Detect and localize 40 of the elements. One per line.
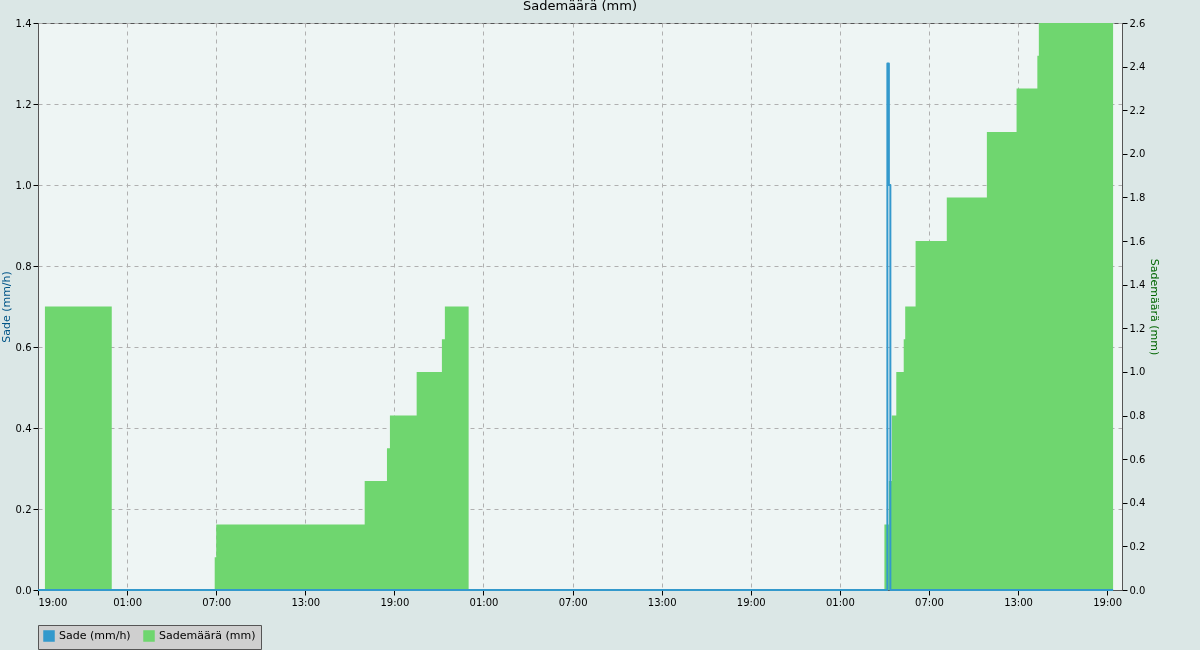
x-tick-label: 13:00: [647, 596, 677, 608]
y2-tick-label: 0.2: [1129, 540, 1146, 552]
y2-tick-label: 2.0: [1129, 148, 1146, 160]
x-tick-label: 07:00: [915, 596, 944, 608]
y-tick-label: 0.6: [15, 341, 32, 353]
y2-tick-label: 1.8: [1129, 191, 1146, 203]
y2-tick-label: 0.0: [1129, 584, 1146, 596]
y-tick-label: 1.2: [15, 98, 32, 110]
y-tick-label: 1.4: [15, 17, 32, 29]
y2-tick-label: 2.2: [1129, 104, 1146, 116]
y2-tick-label: 1.2: [1129, 322, 1146, 334]
x-tick-label: 19:00: [1093, 596, 1123, 608]
x-tick-label: 01:00: [469, 596, 499, 608]
y-tick-label: 0.8: [15, 260, 32, 272]
y2-tick-label: 1.4: [1129, 279, 1146, 291]
x-tick-label: 01:00: [825, 596, 855, 608]
x-tick-label: 13:00: [291, 596, 321, 608]
y-axis-title: Sade (mm/h): [0, 271, 13, 343]
x-tick-label: 19:00: [736, 596, 766, 608]
chart-title: Sademäärä (mm): [523, 0, 637, 13]
y-tick-label: 0.0: [15, 584, 32, 596]
y2-tick-label: 1.0: [1129, 366, 1146, 378]
y-tick-label: 1.0: [15, 179, 32, 191]
x-tick-label: 07:00: [202, 596, 232, 608]
y-tick-label: 0.4: [15, 422, 32, 434]
legend-label: Sademäärä (mm): [159, 629, 256, 642]
y2-tick-label: 0.6: [1129, 453, 1146, 465]
x-tick-label: 07:00: [558, 596, 588, 608]
legend-label: Sade (mm/h): [59, 629, 131, 642]
y2-tick-label: 1.6: [1129, 235, 1146, 247]
x-tick-label: 13:00: [1004, 596, 1033, 608]
x-tick-label: 19:00: [380, 596, 410, 608]
y2-tick-label: 0.8: [1129, 410, 1146, 422]
y2-tick-label: 2.4: [1129, 61, 1146, 73]
y2-axis-title: Sademäärä (mm): [1148, 258, 1162, 356]
x-tick-label: 19:00: [38, 596, 68, 608]
x-tick-label: 01:00: [113, 596, 143, 608]
y-tick-label: 0.2: [15, 503, 32, 515]
y2-tick-label: 0.4: [1129, 497, 1146, 509]
y2-tick-label: 2.6: [1129, 17, 1146, 29]
